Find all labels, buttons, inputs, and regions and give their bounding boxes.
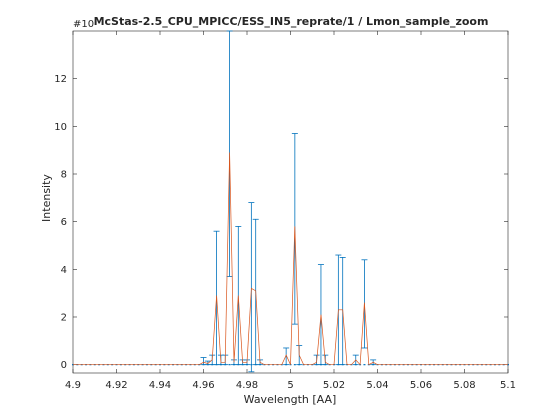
y-axis-label: Intensity xyxy=(40,174,53,222)
y-exponent-label: #10 xyxy=(73,19,94,30)
axes-box xyxy=(72,30,509,374)
y-tick-label: 12 xyxy=(54,74,67,85)
x-tick-label: 4.96 xyxy=(192,380,214,391)
x-tick-label: 4.9 xyxy=(65,380,81,391)
x-tick-label: 5 xyxy=(287,380,293,391)
x-tick-label: 5.02 xyxy=(323,380,345,391)
x-tick-label: 5.04 xyxy=(366,380,388,391)
y-tick-label: 2 xyxy=(61,312,67,323)
x-tick-label: 4.92 xyxy=(105,380,127,391)
x-tick-label: 5.08 xyxy=(453,380,475,391)
x-tick-label: 4.94 xyxy=(149,380,171,391)
y-tick-label: 0 xyxy=(61,360,67,371)
x-tick-label: 5.06 xyxy=(410,380,432,391)
x-tick-label: 5.1 xyxy=(500,380,516,391)
y-tick-label: 10 xyxy=(54,122,67,133)
x-tick-label: 4.98 xyxy=(236,380,258,391)
series-line xyxy=(73,152,508,366)
plot-area: 4.9 4.92 4.94 4.96 4.98 5 5.02 5.04 5.06 5.08 5.1 0… xyxy=(54,30,516,391)
y-tick-label: 6 xyxy=(61,217,67,228)
y-tick-label: 4 xyxy=(61,265,67,276)
chart-title: McStas-2.5_CPU_MPICC/ESS_IN5_reprate/1 /… xyxy=(94,15,489,28)
x-axis-label: Wavelength [AA] xyxy=(244,393,337,406)
y-tick-label: 8 xyxy=(61,169,67,180)
